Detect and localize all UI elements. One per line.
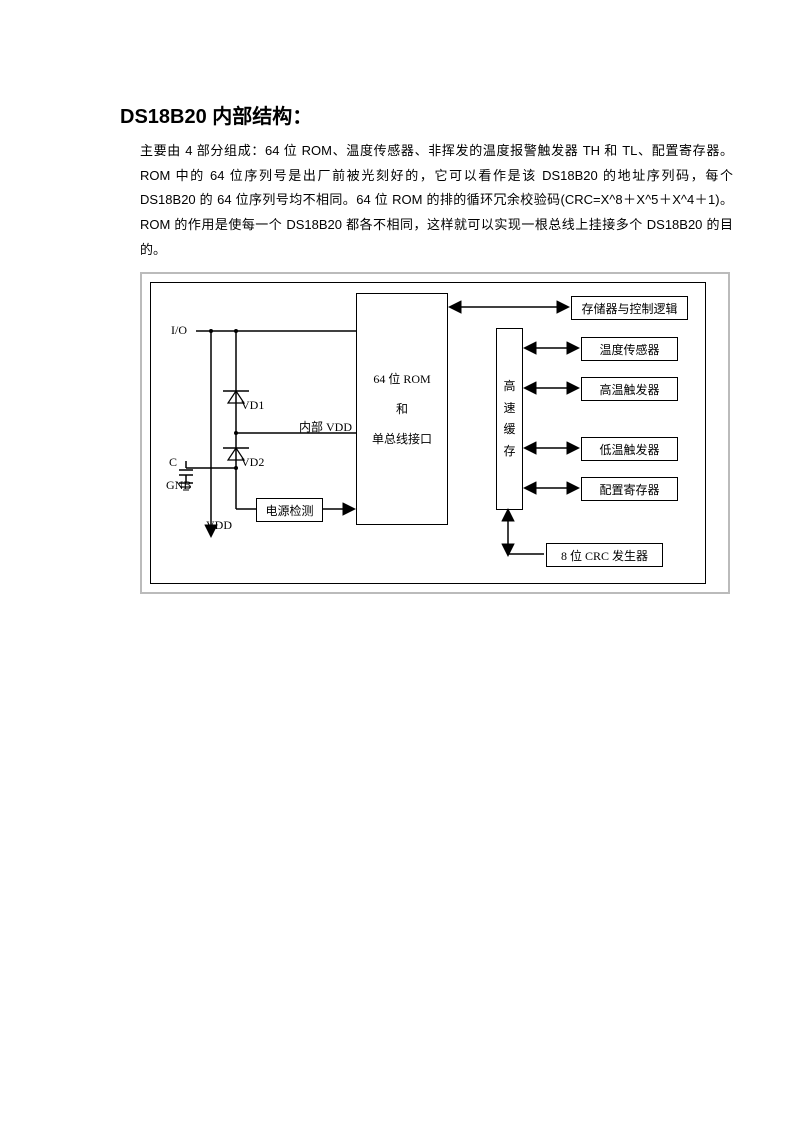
cache-box: 高 速 缓 存 [496,328,523,510]
rom-line1: 64 位 ROM [373,364,430,394]
high-trigger-box: 高温触发器 [581,377,678,401]
temp-sensor-box: 温度传感器 [581,337,678,361]
gnb-label: GNB [166,478,191,493]
rom-line2: 和 [396,394,408,424]
page-title: DS18B20 内部结构： [120,100,733,129]
vdd-label: VDD [206,518,232,533]
body-paragraph: 主要由 4 部分组成：64 位 ROM、温度传感器、非挥发的温度报警触发器 TH… [140,139,733,262]
config-reg-box: 配置寄存器 [581,477,678,501]
mem-logic-box: 存储器与控制逻辑 [571,296,688,320]
vd2-label: VD2 [241,455,264,470]
diagram-frame: I/O VD1 内部 VDD VD2 C GNB VDD 电源检测 64 位 R… [140,272,730,594]
low-trigger-box: 低温触发器 [581,437,678,461]
ds18b20-diagram: I/O VD1 内部 VDD VD2 C GNB VDD 电源检测 64 位 R… [150,282,706,584]
rom-line3: 单总线接口 [372,424,432,454]
crc-gen-box: 8 位 CRC 发生器 [546,543,663,567]
power-detect-box: 电源检测 [256,498,323,522]
internal-vdd-label: 内部 VDD [299,418,352,435]
rom-box: 64 位 ROM 和 单总线接口 [356,293,448,525]
vd1-label: VD1 [241,398,264,413]
io-label: I/O [171,323,187,338]
c-label: C [169,455,177,470]
